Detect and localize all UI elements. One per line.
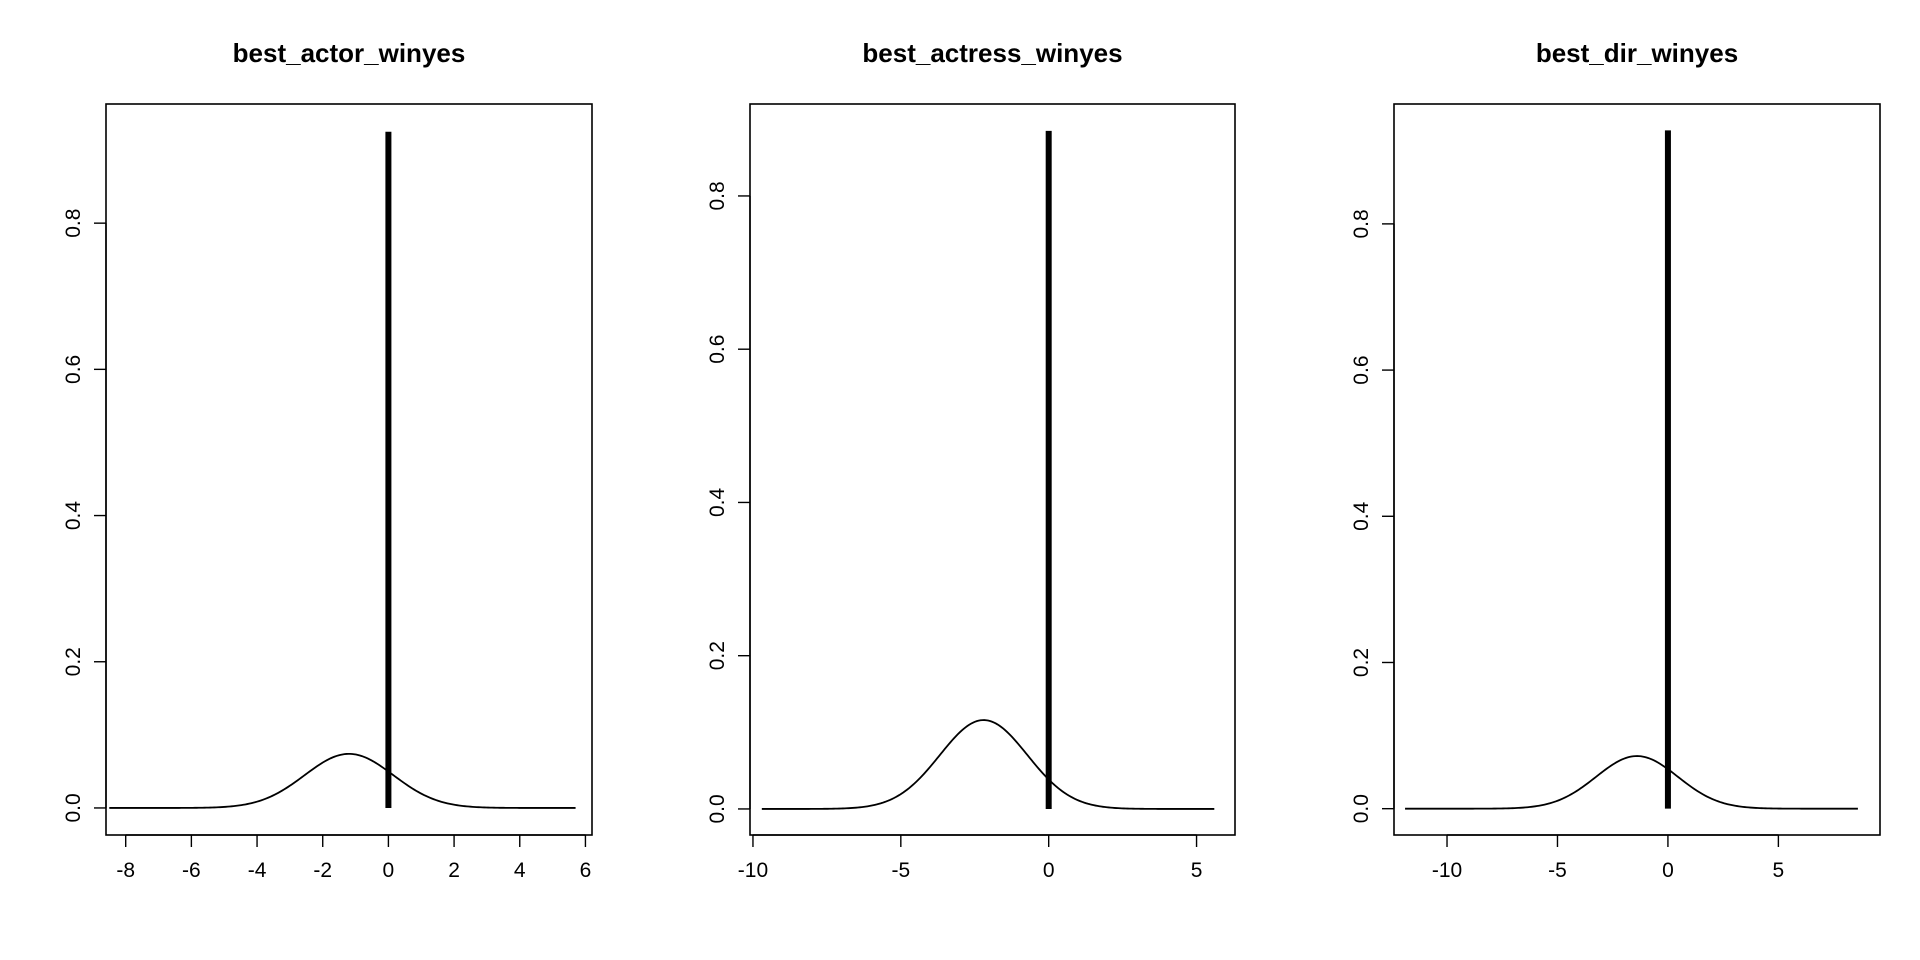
x-tick-label: -10 <box>738 859 768 882</box>
y-tick-label: 0.6 <box>1350 355 1373 384</box>
x-tick-label: 5 <box>1191 859 1203 882</box>
x-tick-label: -4 <box>248 859 267 882</box>
x-tick-label: -2 <box>313 859 332 882</box>
x-tick-label: 0 <box>1662 859 1674 882</box>
x-tick-label: 0 <box>1043 859 1055 882</box>
y-tick-label: 0.0 <box>1350 794 1373 823</box>
chart-panel-3: best_dir_winyes -10 -5 0 5 0.0 0.2 0.4 0.6 0.8 <box>1350 38 1881 882</box>
chart-panel-1: best_actor_winyes -8 -6 -4 -2 0 2 4 6 0.0 0.2 0.4 0.… <box>62 38 593 882</box>
y-tick-label: 0.4 <box>62 501 85 531</box>
x-tick-label: 5 <box>1773 859 1785 882</box>
x-tick-label: 0 <box>383 859 395 882</box>
x-tick-label: -6 <box>182 859 201 882</box>
chart-title: best_actor_winyes <box>233 38 466 68</box>
y-tick-label: 0.6 <box>62 355 85 384</box>
x-tick-label: -5 <box>1548 859 1567 882</box>
plot-frame <box>749 103 1236 836</box>
x-tick-label: 4 <box>514 859 526 882</box>
x-tick-label: 6 <box>580 859 592 882</box>
x-tick-label: 2 <box>448 859 460 882</box>
y-tick-label: 0.2 <box>1350 648 1373 677</box>
y-tick-label: 0.8 <box>1350 209 1373 238</box>
chart-title: best_actress_winyes <box>862 38 1122 68</box>
x-tick-label: -8 <box>116 859 135 882</box>
chart-panel-2: best_actress_winyes -10 -5 0 5 0.0 0.2 0.4 0.6 0.… <box>706 38 1236 882</box>
prior-density-line <box>109 752 576 809</box>
chart-title: best_dir_winyes <box>1536 38 1738 68</box>
prior-density-line <box>1405 755 1858 810</box>
y-tick-label: 0.2 <box>62 647 85 676</box>
y-tick-label: 0.4 <box>1350 501 1373 531</box>
y-tick-label: 0.6 <box>706 335 729 364</box>
x-tick-label: -5 <box>891 859 910 882</box>
prior-density-line <box>761 719 1215 810</box>
y-tick-label: 0.0 <box>706 794 729 823</box>
y-tick-label: 0.8 <box>706 181 729 210</box>
plot-frame <box>1393 103 1881 836</box>
y-tick-label: 0.4 <box>706 488 729 518</box>
y-tick-label: 0.0 <box>62 793 85 822</box>
y-tick-label: 0.2 <box>706 641 729 670</box>
y-tick-label: 0.8 <box>62 209 85 238</box>
plot-frame <box>105 103 593 836</box>
x-tick-label: -10 <box>1432 859 1462 882</box>
